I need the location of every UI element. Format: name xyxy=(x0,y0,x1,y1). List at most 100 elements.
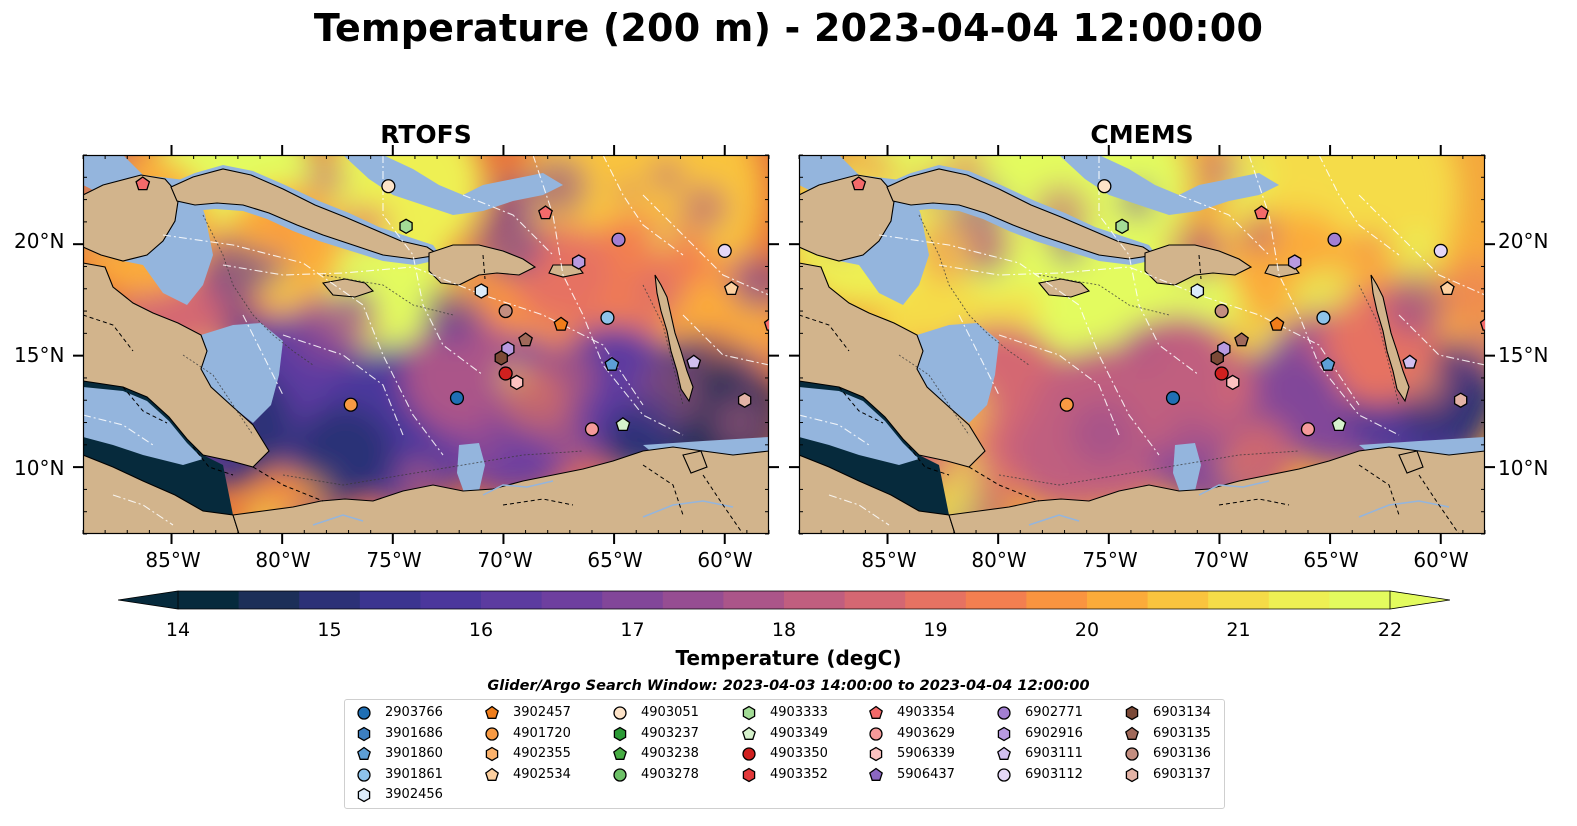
legend-marker-6903111[interactable] xyxy=(997,746,1011,761)
float-marker-4902534[interactable] xyxy=(1439,280,1455,296)
legend-marker-6903135[interactable] xyxy=(1125,726,1139,740)
float-marker-4903629[interactable] xyxy=(1300,422,1316,437)
legend-marker-6903137[interactable] xyxy=(1125,767,1139,783)
float-marker-6903137[interactable] xyxy=(737,392,752,408)
legend-marker-3902457[interactable] xyxy=(485,705,499,719)
map-panel-cmems[interactable] xyxy=(789,145,1495,544)
float-marker-4903051[interactable] xyxy=(1097,179,1112,194)
colorbar-tick-label: 18 xyxy=(771,619,797,641)
legend-item-label: 6902916 xyxy=(1025,725,1083,741)
float-marker-4903051[interactable] xyxy=(381,179,396,194)
float-marker-3901860[interactable] xyxy=(604,356,620,371)
float-marker-4903349[interactable] xyxy=(615,416,631,432)
float-marker-2903766[interactable] xyxy=(1165,390,1181,406)
float-marker-4903349[interactable] xyxy=(1331,416,1347,432)
float-marker-6903136[interactable] xyxy=(498,303,513,319)
colorbar-segment xyxy=(602,591,664,609)
float-marker-3901861[interactable] xyxy=(600,310,615,325)
legend-item-label: 4903237 xyxy=(641,725,699,741)
float-marker-6902916[interactable] xyxy=(1287,254,1302,270)
float-marker-5906339[interactable] xyxy=(510,374,524,391)
float-marker-6903136[interactable] xyxy=(1214,303,1229,319)
legend-marker-4903352[interactable] xyxy=(742,767,756,783)
pentagon-marker-icon xyxy=(742,726,756,740)
lat-label-20n-right: 20°N xyxy=(1498,229,1549,253)
legend-item-label: 2903766 xyxy=(385,705,443,720)
circle-marker-icon xyxy=(997,768,1011,782)
float-marker-4901720[interactable] xyxy=(343,397,358,412)
float-marker-4903354[interactable] xyxy=(763,317,778,331)
legend-marker-2903766[interactable] xyxy=(357,706,371,720)
legend-marker-4903237[interactable] xyxy=(613,726,627,741)
hexagon-marker-icon xyxy=(742,705,756,721)
legend-marker-3901686[interactable] xyxy=(357,726,371,741)
float-marker-4903354[interactable] xyxy=(1479,317,1494,331)
legend-marker-6903112[interactable] xyxy=(997,768,1011,782)
legend-marker-4903350[interactable] xyxy=(742,747,756,761)
legend-marker-4903333[interactable] xyxy=(742,705,756,721)
float-marker-5906339[interactable] xyxy=(1226,374,1240,391)
float-marker-6902771[interactable] xyxy=(1327,232,1342,247)
float-marker-2903766[interactable] xyxy=(449,390,465,406)
float-marker-3902456[interactable] xyxy=(474,283,489,299)
legend-marker-4901720[interactable] xyxy=(485,726,499,741)
legend-marker-6902916[interactable] xyxy=(997,726,1011,741)
legend-marker-3901861[interactable] xyxy=(357,768,371,782)
legend-marker-6903134[interactable] xyxy=(1125,705,1139,721)
float-marker-6903112[interactable] xyxy=(717,243,732,258)
colorbar-tick-label: 15 xyxy=(317,619,342,641)
legend-item-label: 4902534 xyxy=(513,766,571,782)
float-marker-3902457[interactable] xyxy=(553,316,569,331)
lon-label-85w: 85°W xyxy=(861,548,917,572)
legend-marker-4903629[interactable] xyxy=(869,726,883,741)
float-marker-3902457[interactable] xyxy=(1269,316,1285,331)
float-marker-4902534[interactable] xyxy=(723,280,739,296)
float-marker-3902456[interactable] xyxy=(1190,283,1205,299)
hexagon-marker-icon xyxy=(485,746,499,762)
map-panel-rtofs[interactable] xyxy=(73,145,779,544)
legend-marker-5906437[interactable] xyxy=(869,767,883,781)
float-marker-3901861[interactable] xyxy=(1316,310,1331,325)
float-marker-6902916[interactable] xyxy=(571,254,586,270)
float-marker-6903134[interactable] xyxy=(494,350,508,366)
float-marker-6902771[interactable] xyxy=(611,232,626,247)
legend-marker-4903238[interactable] xyxy=(613,746,627,761)
legend-marker-3901860[interactable] xyxy=(357,746,371,761)
float-marker-4903333[interactable] xyxy=(399,218,413,235)
float-marker-6903111[interactable] xyxy=(686,354,702,369)
float-marker-3901860[interactable] xyxy=(1320,356,1336,371)
legend-marker-4903349[interactable] xyxy=(742,726,756,740)
pentagon-marker-icon xyxy=(1125,726,1139,740)
legend-marker-6903136[interactable] xyxy=(1125,747,1139,761)
hexagon-marker-icon xyxy=(742,767,756,783)
float-marker-6903137[interactable] xyxy=(1453,392,1468,408)
float-marker-4903354[interactable] xyxy=(851,176,867,191)
float-marker-6903134[interactable] xyxy=(1210,350,1224,366)
legend-item-label: 5906437 xyxy=(897,766,955,782)
legend-item-label: 6903112 xyxy=(1025,766,1083,782)
legend-marker-4902534[interactable] xyxy=(485,767,499,781)
float-marker-4903629[interactable] xyxy=(584,422,600,437)
legend-marker-4903278[interactable] xyxy=(613,768,627,782)
float-marker-4903333[interactable] xyxy=(1115,218,1129,235)
legend-marker-6902771[interactable] xyxy=(997,706,1011,720)
hexagon-marker-icon xyxy=(1125,705,1139,721)
float-marker-6903135[interactable] xyxy=(518,332,533,347)
legend-marker-4903354[interactable] xyxy=(869,705,883,719)
float-marker-4903350[interactable] xyxy=(498,366,513,381)
legend-marker-4903051[interactable] xyxy=(613,706,627,720)
float-marker-4901720[interactable] xyxy=(1059,397,1074,412)
colorbar-segment xyxy=(1268,591,1330,609)
float-marker-4903354[interactable] xyxy=(1254,205,1269,220)
legend-marker-3902456[interactable] xyxy=(357,788,371,803)
legend-marker-4902355[interactable] xyxy=(485,746,499,762)
float-marker-6903111[interactable] xyxy=(1402,354,1418,369)
legend-item-label: 6903136 xyxy=(1153,746,1211,762)
float-marker-6903112[interactable] xyxy=(1433,243,1448,258)
float-marker-4903354[interactable] xyxy=(538,205,553,220)
float-marker-4903350[interactable] xyxy=(1214,366,1229,381)
float-marker-6903135[interactable] xyxy=(1234,332,1249,347)
legend-marker-5906339[interactable] xyxy=(869,746,883,762)
float-marker-4903354[interactable] xyxy=(135,176,151,191)
lat-label-10n-right: 10°N xyxy=(1498,456,1549,480)
